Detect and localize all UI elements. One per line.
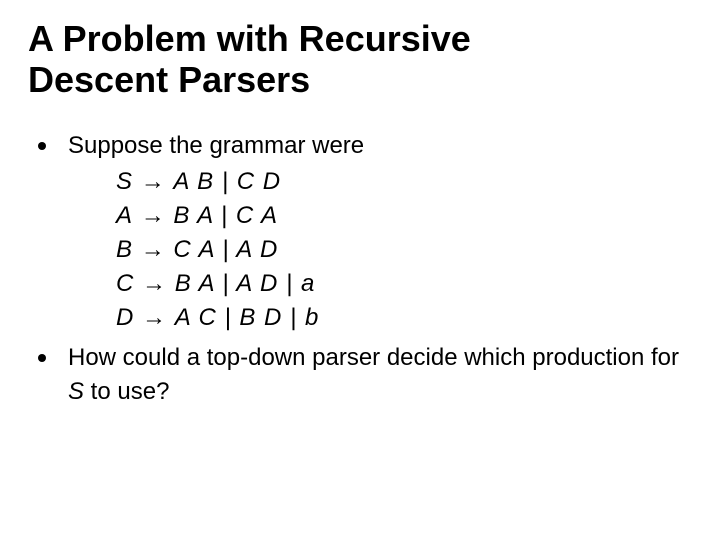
text-run-italic: S (68, 378, 84, 405)
rhs: B A | C A (173, 202, 278, 229)
bullet-body: How could a top-down parser decide which… (68, 341, 692, 409)
slide: A Problem with Recursive Descent Parsers… (0, 0, 720, 540)
nonterminal: S (116, 168, 133, 195)
bullet-icon (38, 354, 46, 362)
rhs: A B | C D (173, 168, 281, 195)
list-item: How could a top-down parser decide which… (38, 341, 692, 409)
rhs: C A | A D (173, 236, 278, 263)
nonterminal: B (116, 236, 133, 263)
arrow-icon: → (141, 236, 166, 263)
rhs: A C | B D | b (175, 304, 320, 331)
arrow-icon: → (141, 202, 166, 229)
arrow-icon: → (142, 304, 167, 331)
grammar-line: S → A B | C D (116, 165, 364, 199)
title-line-2: Descent Parsers (28, 59, 310, 100)
arrow-icon: → (142, 270, 167, 297)
grammar-line: D → A C | B D | b (116, 301, 364, 335)
arrow-icon: → (141, 168, 166, 195)
bullet-list: Suppose the grammar were S → A B | C D A… (28, 129, 692, 410)
nonterminal: D (116, 304, 134, 331)
nonterminal: C (116, 270, 134, 297)
bullet-body: Suppose the grammar were S → A B | C D A… (68, 129, 364, 337)
nonterminal: A (116, 202, 133, 229)
text-run: How could a top-down parser decide which… (68, 344, 679, 371)
text-run: to use? (84, 378, 169, 405)
slide-title: A Problem with Recursive Descent Parsers (28, 18, 692, 101)
bullet-icon (38, 142, 46, 150)
title-line-1: A Problem with Recursive (28, 18, 471, 59)
bullet-lead: Suppose the grammar were (68, 129, 364, 163)
grammar-line: B → C A | A D (116, 233, 364, 267)
rhs: B A | A D | a (175, 270, 316, 297)
list-item: Suppose the grammar were S → A B | C D A… (38, 129, 692, 337)
grammar-block: S → A B | C D A → B A | C A B → C A | A … (116, 165, 364, 335)
grammar-line: A → B A | C A (116, 199, 364, 233)
grammar-line: C → B A | A D | a (116, 267, 364, 301)
